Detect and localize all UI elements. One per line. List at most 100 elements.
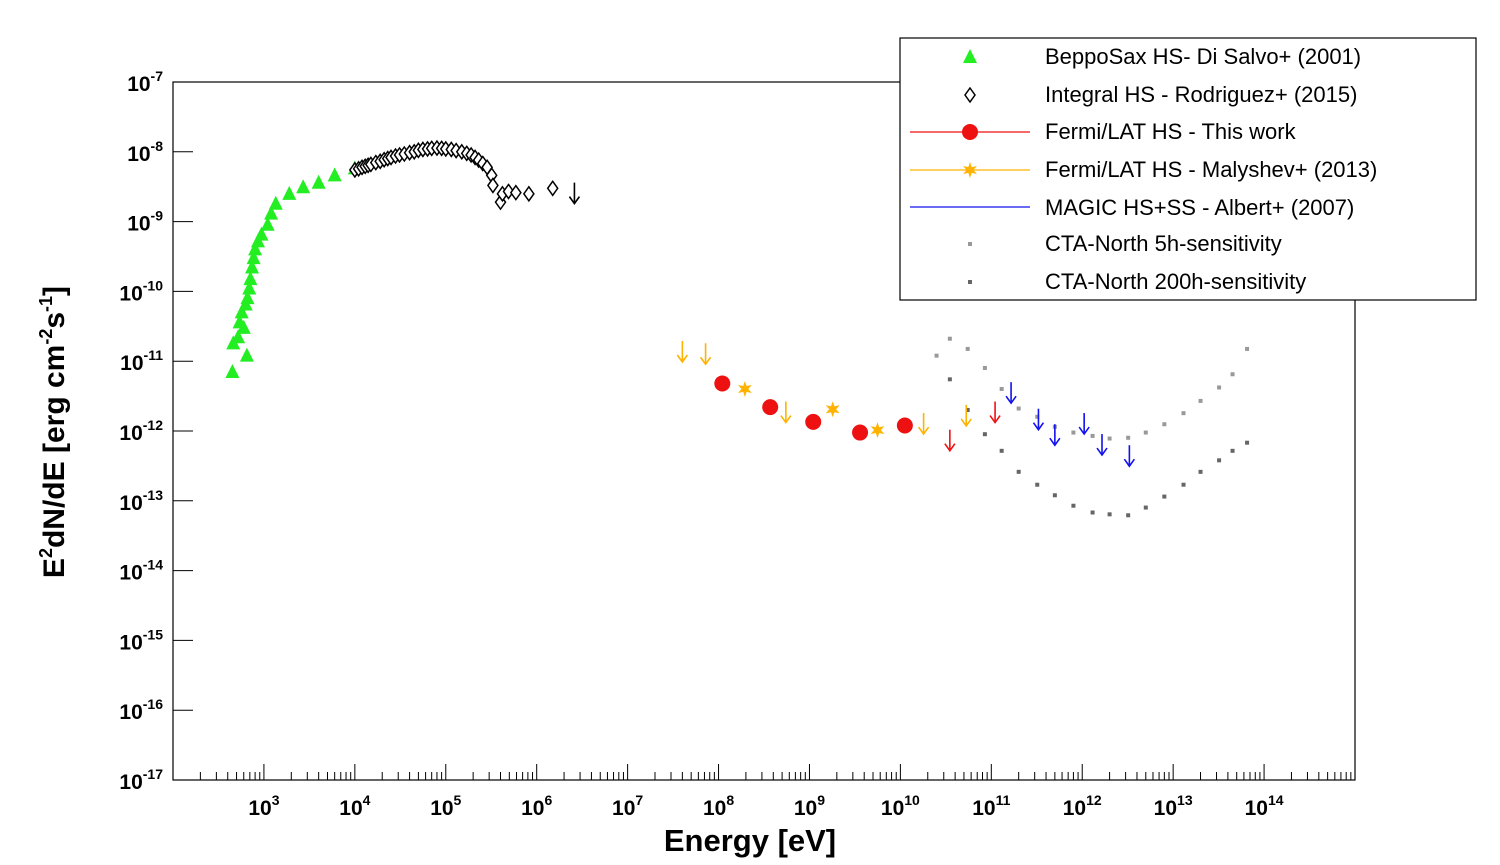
y-tick-label-base: 10 [120, 352, 143, 375]
data-point [546, 180, 559, 197]
legend-symbol-fermi-lat-hs-this-work [910, 124, 1030, 140]
data-point [486, 177, 499, 194]
data-point [1052, 493, 1057, 498]
y-axis-title-part: dN/dE [erg cm [38, 345, 71, 548]
y-tick-label-base: 10 [119, 771, 142, 794]
data-point [248, 241, 263, 256]
data-point [1090, 433, 1095, 438]
legend-marker [964, 86, 976, 104]
data-point [245, 259, 260, 274]
upper-limit-arrow [780, 401, 792, 424]
upper-limit-arrow [1032, 408, 1045, 432]
legend-box [899, 37, 1477, 301]
legend-symbol-integral-hs-rodriguez-2015 [964, 86, 976, 104]
data-point [738, 381, 752, 397]
data-point [282, 185, 297, 200]
x-tick-label: 1011 [972, 792, 1010, 820]
data-point [234, 304, 249, 319]
y-tick-label: 10-12 [119, 417, 163, 445]
x-tick-label: 103 [248, 792, 279, 820]
upper-limit-head [1005, 395, 1017, 405]
upper-limit-arrow [1005, 382, 1017, 405]
legend-label-cta-5h: CTA-North 5h-sensitivity [1045, 231, 1282, 256]
y-axis-title-sup: -1 [36, 296, 56, 312]
x-tick-label-exponent: 5 [454, 792, 462, 808]
y-axis-title-part: ] [38, 286, 71, 296]
y-axis-title-sup: 2 [36, 548, 56, 558]
legend-marker [968, 280, 972, 284]
series-fermi-lat-hs-malyshev-2013 [738, 381, 885, 439]
y-tick-label-base: 10 [119, 701, 142, 724]
data-point [999, 448, 1004, 453]
y-tick-label-base: 10 [119, 282, 142, 305]
legend-label-fermi-malyshev: Fermi/LAT HS - Malyshev+ (2013) [1045, 157, 1377, 182]
y-tick-label: 10-9 [127, 208, 163, 236]
x-tick-label-exponent: 11 [996, 792, 1011, 808]
x-axis-title: Energy [eV] [664, 823, 836, 858]
y-tick-label-exponent: -17 [143, 766, 163, 782]
data-point [1143, 505, 1148, 510]
data-point [522, 185, 535, 203]
data-point [268, 195, 283, 210]
upper-limit-arrow [1049, 424, 1061, 447]
x-tick-label-exponent: 3 [272, 792, 280, 808]
x-tick-label-base: 10 [1245, 797, 1268, 820]
y-axis-title-sup: -2 [36, 329, 56, 345]
upper-limit-arrow [676, 341, 689, 364]
data-point [1245, 440, 1250, 445]
y-axis-tick-labels: 10-710-810-910-1010-1110-1210-1310-1410-… [119, 68, 163, 794]
y-tick-label-base: 10 [127, 143, 150, 166]
data-point [1035, 414, 1040, 419]
upper-limits [568, 182, 1136, 468]
upper-limit-arrow [699, 343, 712, 366]
y-tick-label: 10-17 [119, 766, 163, 794]
series-bepposax-hs-di-salvo-2001 [225, 160, 362, 379]
x-tick-label: 108 [703, 792, 734, 820]
x-tick-label-exponent: 14 [1268, 792, 1284, 808]
data-point [1071, 430, 1076, 435]
data-point [1217, 385, 1222, 390]
data-point [246, 250, 261, 265]
data-point [934, 353, 939, 358]
data-point [1245, 346, 1250, 351]
x-tick-label-exponent: 13 [1177, 792, 1193, 808]
upper-limit-arrow [1123, 445, 1136, 468]
x-tick-label: 109 [794, 792, 825, 820]
y-tick-label: 10-11 [120, 347, 163, 375]
data-point [1230, 448, 1235, 453]
legend-marker [962, 124, 978, 140]
legend-symbol-cta-north-5h-sensitivity [968, 242, 972, 246]
data-point [1230, 372, 1235, 377]
legend-symbols [910, 49, 1030, 284]
y-axis-title-part: E [38, 558, 71, 578]
upper-limit-head [1049, 437, 1061, 447]
x-tick-label: 1013 [1154, 792, 1193, 820]
x-tick-label: 105 [430, 792, 461, 820]
data-point [805, 413, 822, 430]
data-point [311, 174, 326, 189]
data-point [240, 290, 255, 305]
upper-limit-head [917, 426, 930, 436]
y-tick-label-base: 10 [119, 562, 142, 585]
y-tick-label-base: 10 [119, 492, 142, 515]
data-point [1090, 510, 1095, 515]
y-tick-label: 10-13 [119, 487, 163, 515]
y-tick-label: 10-7 [127, 68, 163, 96]
data-point [947, 336, 952, 341]
x-tick-label-base: 10 [881, 797, 904, 820]
x-tick-label-base: 10 [339, 797, 362, 820]
data-point [1198, 398, 1203, 403]
x-tick-label: 107 [612, 792, 643, 820]
data-point [1107, 436, 1112, 441]
y-tick-label: 10-10 [119, 277, 163, 305]
upper-limit-head [944, 443, 956, 453]
data-point [1162, 422, 1167, 427]
upper-limit-head [568, 196, 581, 206]
upper-limit-head [1123, 458, 1136, 468]
series-cta-north-5h-sensitivity [934, 336, 1250, 441]
series-fermi-lat-hs-this-work [714, 375, 913, 441]
x-tick-label-base: 10 [248, 797, 271, 820]
y-tick-label-exponent: -7 [151, 68, 164, 84]
upper-limit-arrow [1078, 413, 1090, 436]
x-axis-tick-labels: 103 104 105 106 107 108 109 1010 1011 1012 1013 101… [248, 792, 1283, 820]
